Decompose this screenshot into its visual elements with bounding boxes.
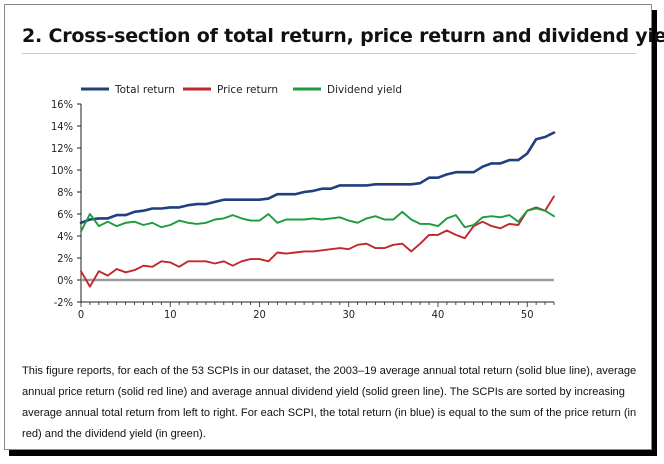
title-divider [22, 53, 636, 54]
y-tick-label: 10% [51, 164, 73, 177]
x-tick-label: 50 [521, 308, 534, 321]
x-tick-label: 40 [432, 308, 445, 321]
x-tick-label: 20 [253, 308, 266, 321]
figure-panel: 2. Cross-section of total return, price … [4, 4, 664, 450]
series-line-dividend-yield [80, 207, 555, 233]
y-tick-label: 12% [51, 142, 73, 155]
series-line-total-return [79, 131, 556, 225]
x-tick-label: 0 [78, 308, 84, 321]
y-tick-label: -2% [54, 296, 73, 309]
x-tick-label: 10 [164, 308, 177, 321]
y-tick-label: 14% [51, 120, 73, 133]
y-tick-label: 0% [57, 274, 73, 287]
y-tick-label: 2% [57, 252, 73, 265]
legend-label: Dividend yield [327, 84, 402, 96]
y-tick-label: 8% [57, 186, 73, 199]
x-tick-label: 30 [342, 308, 355, 321]
series-lines [79, 131, 556, 288]
y-axis: -2% 0% 2% 4% 6% 8% 10% 12% 14% 16% [51, 98, 554, 309]
x-axis: 0 10 20 30 40 50 [78, 301, 555, 321]
y-tick-label: 4% [57, 230, 73, 243]
series-line-price-return [80, 195, 555, 288]
chart-legend: Total return Price return Dividend yield [81, 84, 402, 96]
figure-caption: This figure reports, for each of the 53 … [22, 365, 637, 440]
legend-label: Total return [114, 84, 175, 96]
y-tick-label: 6% [57, 208, 73, 221]
line-chart: Total return Price return Dividend yield -… [51, 84, 556, 321]
figure-title: 2. Cross-section of total return, price … [22, 25, 664, 47]
y-tick-label: 16% [51, 98, 73, 111]
legend-label: Price return [217, 84, 278, 96]
